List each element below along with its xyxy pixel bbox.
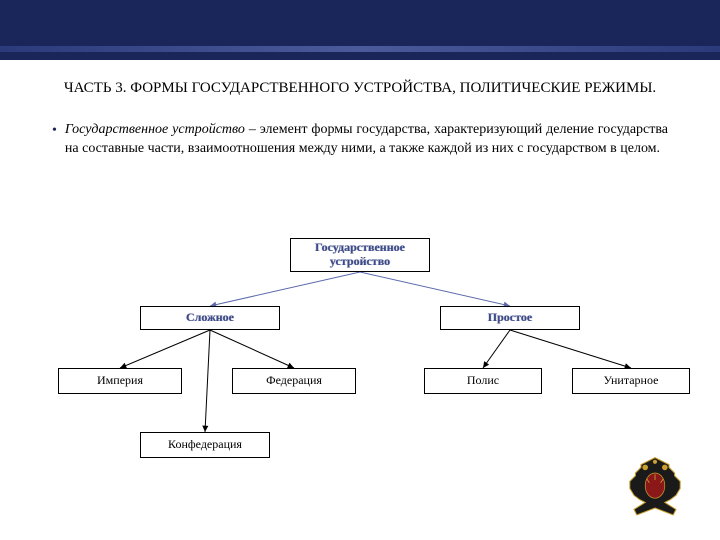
definition-paragraph: • Государственное устройство – элемент ф…	[52, 121, 668, 159]
node-polis: Полис	[424, 368, 542, 394]
header-stripe	[0, 46, 720, 52]
node-complex: Сложное	[140, 306, 280, 330]
node-federation: Федерация	[232, 368, 356, 394]
title-section: ЧАСТЬ 3. ФОРМЫ ГОСУДАРСТВЕННОГО УСТРОЙСТ…	[0, 60, 720, 109]
definition-text: Государственное устройство – элемент фор…	[65, 121, 668, 159]
node-simple: Простое	[440, 306, 580, 330]
emblem-icon	[620, 452, 690, 522]
node-unitary: Унитарное	[572, 368, 690, 394]
slide-header-bar	[0, 0, 720, 60]
node-root: Государственное устройство	[290, 238, 430, 272]
bullet-icon: •	[52, 123, 57, 139]
node-empire: Империя	[58, 368, 182, 394]
definition-lead: Государственное устройство	[65, 122, 245, 137]
hierarchy-diagram: Государственное устройство Сложное Простое…	[0, 238, 720, 498]
body-section: • Государственное устройство – элемент ф…	[0, 109, 720, 159]
node-confed: Конфедерация	[140, 432, 270, 458]
slide-title: ЧАСТЬ 3. ФОРМЫ ГОСУДАРСТВЕННОГО УСТРОЙСТ…	[40, 78, 680, 99]
